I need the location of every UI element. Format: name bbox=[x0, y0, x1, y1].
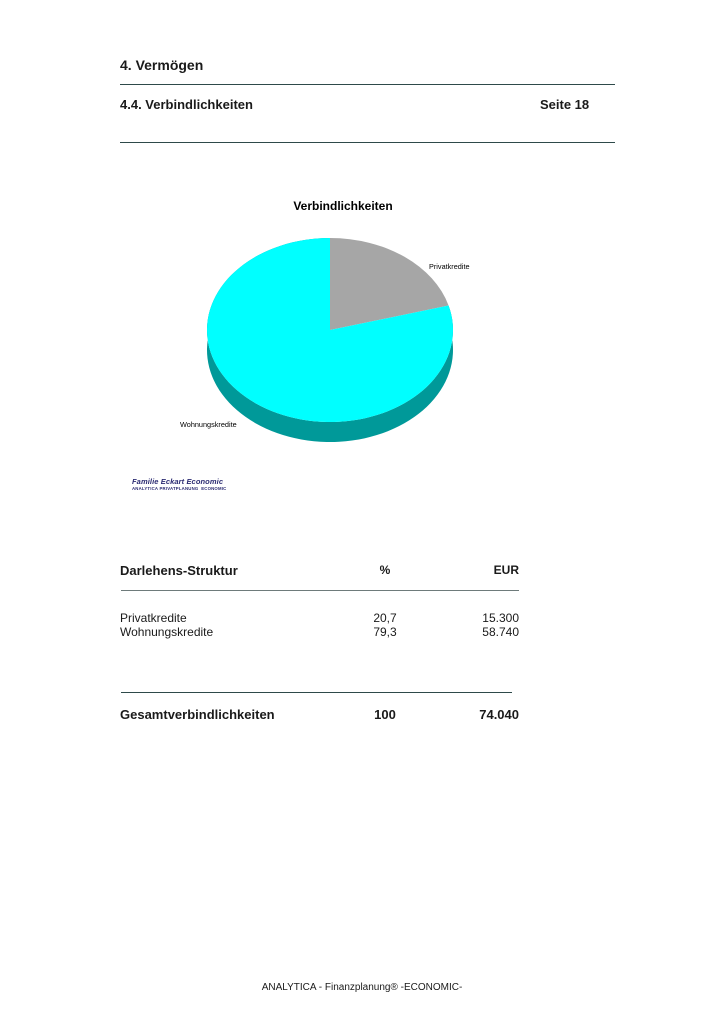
svg-text:Wohnungskredite: Wohnungskredite bbox=[180, 420, 237, 429]
svg-text:Privatkredite: Privatkredite bbox=[429, 262, 470, 271]
